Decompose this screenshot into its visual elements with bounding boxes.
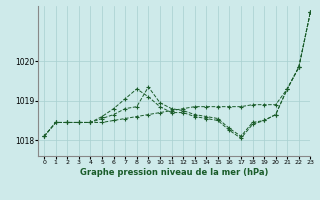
X-axis label: Graphe pression niveau de la mer (hPa): Graphe pression niveau de la mer (hPa): [80, 168, 268, 177]
